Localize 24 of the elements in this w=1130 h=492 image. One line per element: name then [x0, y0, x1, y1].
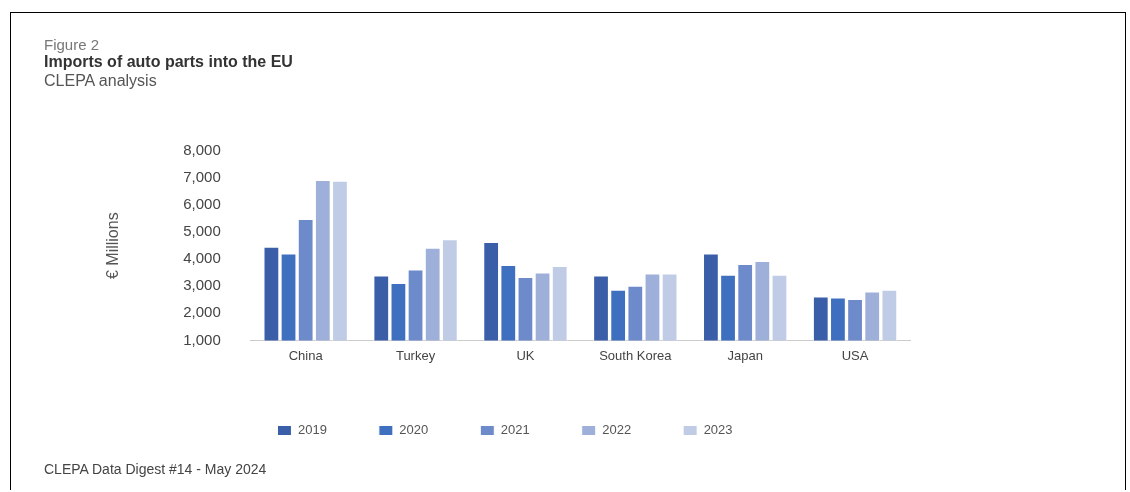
y-tick-label: 2,000 [183, 303, 221, 321]
x-tick-label: UK [516, 347, 535, 363]
text: CLEPA Data Digest #14 - May 2024 [44, 461, 267, 477]
x-tick-label: Japan [727, 347, 763, 363]
y-axis-title: € Millions [104, 212, 122, 280]
legend-label: 2019 [297, 422, 327, 438]
text: Figure 2 [44, 36, 100, 53]
legend-label: 2021 [500, 422, 530, 438]
legend-label: 2022 [602, 422, 632, 438]
y-tick-label: 3,000 [183, 276, 221, 294]
x-tick-label: Turkey [395, 347, 436, 363]
chart-title: Imports of auto parts into the EU [44, 53, 293, 71]
y-tick-label: 4,000 [183, 249, 221, 267]
y-tick-label: 7,000 [183, 168, 221, 186]
text: CLEPA analysis [44, 72, 157, 90]
y-tick-label: 8,000 [183, 141, 221, 159]
y-tick-label: 1,000 [183, 330, 221, 348]
legend-label: 2020 [399, 422, 429, 438]
y-tick-label: 5,000 [183, 222, 221, 240]
x-tick-label: South Korea [599, 347, 673, 363]
x-tick-label: USA [841, 347, 869, 363]
legend-label: 2023 [703, 422, 733, 438]
x-tick-label: China [288, 347, 324, 363]
y-tick-label: 6,000 [183, 195, 221, 213]
